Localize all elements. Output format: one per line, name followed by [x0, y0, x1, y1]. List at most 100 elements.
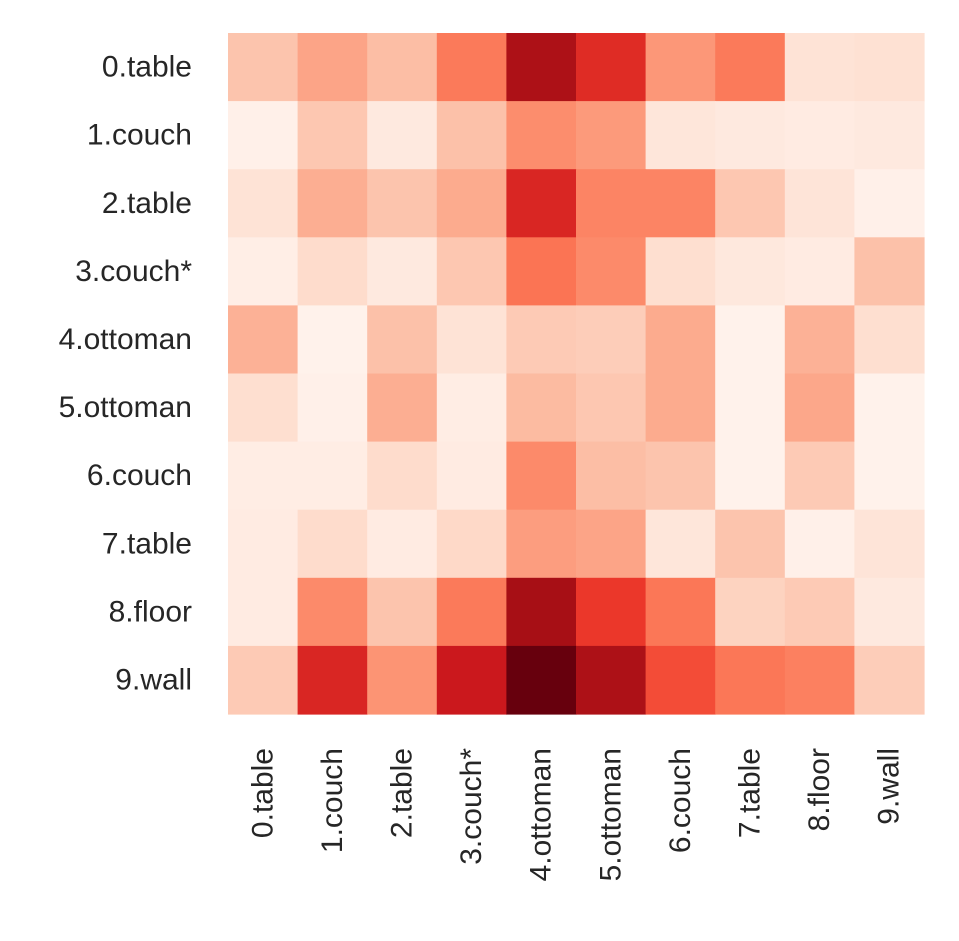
- heatmap-cell-r4-c0: [228, 305, 299, 375]
- heatmap-cell-r8-c0: [228, 577, 299, 647]
- heatmap-cell-r1-c5: [576, 101, 647, 170]
- heatmap-cell-r7-c0: [228, 509, 299, 579]
- heatmap-cell-r9-c3: [436, 645, 507, 715]
- column-tick-label: 2.table: [386, 748, 419, 838]
- heatmap-cell-r1-c8: [784, 101, 855, 170]
- heatmap-cell-r6-c5: [576, 441, 647, 511]
- heatmap-cell-r8-c3: [436, 577, 507, 647]
- heatmap-cell-r9-c9: [854, 645, 925, 715]
- heatmap-cell-r5-c3: [436, 373, 507, 443]
- heatmap-cell-r6-c0: [228, 441, 299, 511]
- heatmap-cell-r0-c8: [784, 33, 855, 102]
- heatmap-cell-r6-c3: [436, 441, 507, 511]
- heatmap-cell-r3-c0: [228, 237, 299, 306]
- row-tick-label: 4.ottoman: [59, 323, 192, 356]
- heatmap-cell-r0-c2: [367, 33, 438, 102]
- row-tick-label: 8.floor: [109, 595, 192, 628]
- heatmap-cell-r8-c7: [715, 577, 786, 647]
- heatmap-cell-r7-c3: [436, 509, 507, 579]
- row-tick-label: 0.table: [102, 51, 192, 84]
- heatmap-cell-r2-c4: [506, 169, 577, 238]
- heatmap-cells: [228, 33, 925, 715]
- heatmap-cell-r1-c9: [854, 101, 925, 170]
- heatmap-cell-r3-c9: [854, 237, 925, 306]
- heatmap-cell-r6-c8: [784, 441, 855, 511]
- heatmap-cell-r4-c9: [854, 305, 925, 375]
- heatmap-cell-r0-c7: [715, 33, 786, 102]
- heatmap-cell-r5-c8: [784, 373, 855, 443]
- heatmap-cell-r7-c5: [576, 509, 647, 579]
- row-tick-label: 3.couch*: [75, 255, 192, 288]
- heatmap-cell-r2-c9: [854, 169, 925, 238]
- heatmap-cell-r3-c8: [784, 237, 855, 306]
- heatmap-cell-r3-c5: [576, 237, 647, 306]
- column-labels: 0.table 1.couch 2.table 3.couch* 4.ottoman 5.…: [246, 748, 905, 882]
- heatmap-cell-r6-c6: [645, 441, 716, 511]
- heatmap-cell-r6-c7: [715, 441, 786, 511]
- heatmap-cell-r8-c9: [854, 577, 925, 647]
- heatmap-cell-r6-c1: [297, 441, 368, 511]
- heatmap-cell-r7-c9: [854, 509, 925, 579]
- heatmap-cell-r1-c3: [436, 101, 507, 170]
- heatmap-cell-r2-c0: [228, 169, 299, 238]
- heatmap-cell-r7-c1: [297, 509, 368, 579]
- column-tick-label: 0.table: [246, 748, 279, 838]
- heatmap-cell-r2-c6: [645, 169, 716, 238]
- heatmap-cell-r9-c5: [576, 645, 647, 715]
- column-tick-label: 4.ottoman: [525, 748, 558, 881]
- heatmap-cell-r1-c7: [715, 101, 786, 170]
- heatmap-cell-r0-c3: [436, 33, 507, 102]
- heatmap-cell-r9-c8: [784, 645, 855, 715]
- heatmap-cell-r2-c1: [297, 169, 368, 238]
- heatmap-cell-r7-c7: [715, 509, 786, 579]
- column-tick-label: 6.couch: [664, 748, 697, 853]
- column-tick-label: 7.table: [734, 748, 767, 838]
- column-tick-label: 9.wall: [873, 748, 906, 825]
- heatmap-cell-r0-c1: [297, 33, 368, 102]
- heatmap-cell-r1-c4: [506, 101, 577, 170]
- heatmap-cell-r8-c6: [645, 577, 716, 647]
- heatmap-cell-r5-c0: [228, 373, 299, 443]
- heatmap-cell-r4-c7: [715, 305, 786, 375]
- heatmap-cell-r2-c2: [367, 169, 438, 238]
- heatmap-cell-r0-c6: [645, 33, 716, 102]
- heatmap-cell-r9-c0: [228, 645, 299, 715]
- heatmap-cell-r7-c2: [367, 509, 438, 579]
- heatmap-cell-r2-c8: [784, 169, 855, 238]
- heatmap-cell-r8-c5: [576, 577, 647, 647]
- heatmap-cell-r8-c4: [506, 577, 577, 647]
- heatmap-cell-r4-c2: [367, 305, 438, 375]
- heatmap-cell-r9-c1: [297, 645, 368, 715]
- heatmap-cell-r9-c4: [506, 645, 577, 715]
- heatmap-cell-r4-c1: [297, 305, 368, 375]
- heatmap-cell-r4-c5: [576, 305, 647, 375]
- row-tick-label: 6.couch: [87, 459, 192, 492]
- heatmap-cell-r9-c7: [715, 645, 786, 715]
- row-labels: 0.table 1.couch 2.table 3.couch* 4.ottoman 5.…: [59, 51, 193, 697]
- heatmap-cell-r5-c5: [576, 373, 647, 443]
- heatmap-cell-r3-c1: [297, 237, 368, 306]
- heatmap-cell-r7-c4: [506, 509, 577, 579]
- heatmap-cell-r4-c6: [645, 305, 716, 375]
- heatmap-cell-r8-c1: [297, 577, 368, 647]
- heatmap-cell-r0-c0: [228, 33, 299, 102]
- heatmap-cell-r1-c1: [297, 101, 368, 170]
- heatmap-cell-r2-c5: [576, 169, 647, 238]
- column-tick-label: 1.couch: [316, 748, 349, 853]
- heatmap-cell-r6-c9: [854, 441, 925, 511]
- heatmap-cell-r5-c6: [645, 373, 716, 443]
- heatmap-cell-r7-c6: [645, 509, 716, 579]
- heatmap-cell-r1-c0: [228, 101, 299, 170]
- heatmap-cell-r4-c3: [436, 305, 507, 375]
- row-tick-label: 5.ottoman: [59, 391, 192, 424]
- heatmap-cell-r8-c8: [784, 577, 855, 647]
- row-tick-label: 7.table: [102, 527, 192, 560]
- row-tick-label: 1.couch: [87, 119, 192, 152]
- heatmap-cell-r4-c4: [506, 305, 577, 375]
- heatmap-cell-r7-c8: [784, 509, 855, 579]
- heatmap-cell-r5-c4: [506, 373, 577, 443]
- heatmap-cell-r6-c4: [506, 441, 577, 511]
- heatmap-cell-r5-c9: [854, 373, 925, 443]
- heatmap-cell-r0-c4: [506, 33, 577, 102]
